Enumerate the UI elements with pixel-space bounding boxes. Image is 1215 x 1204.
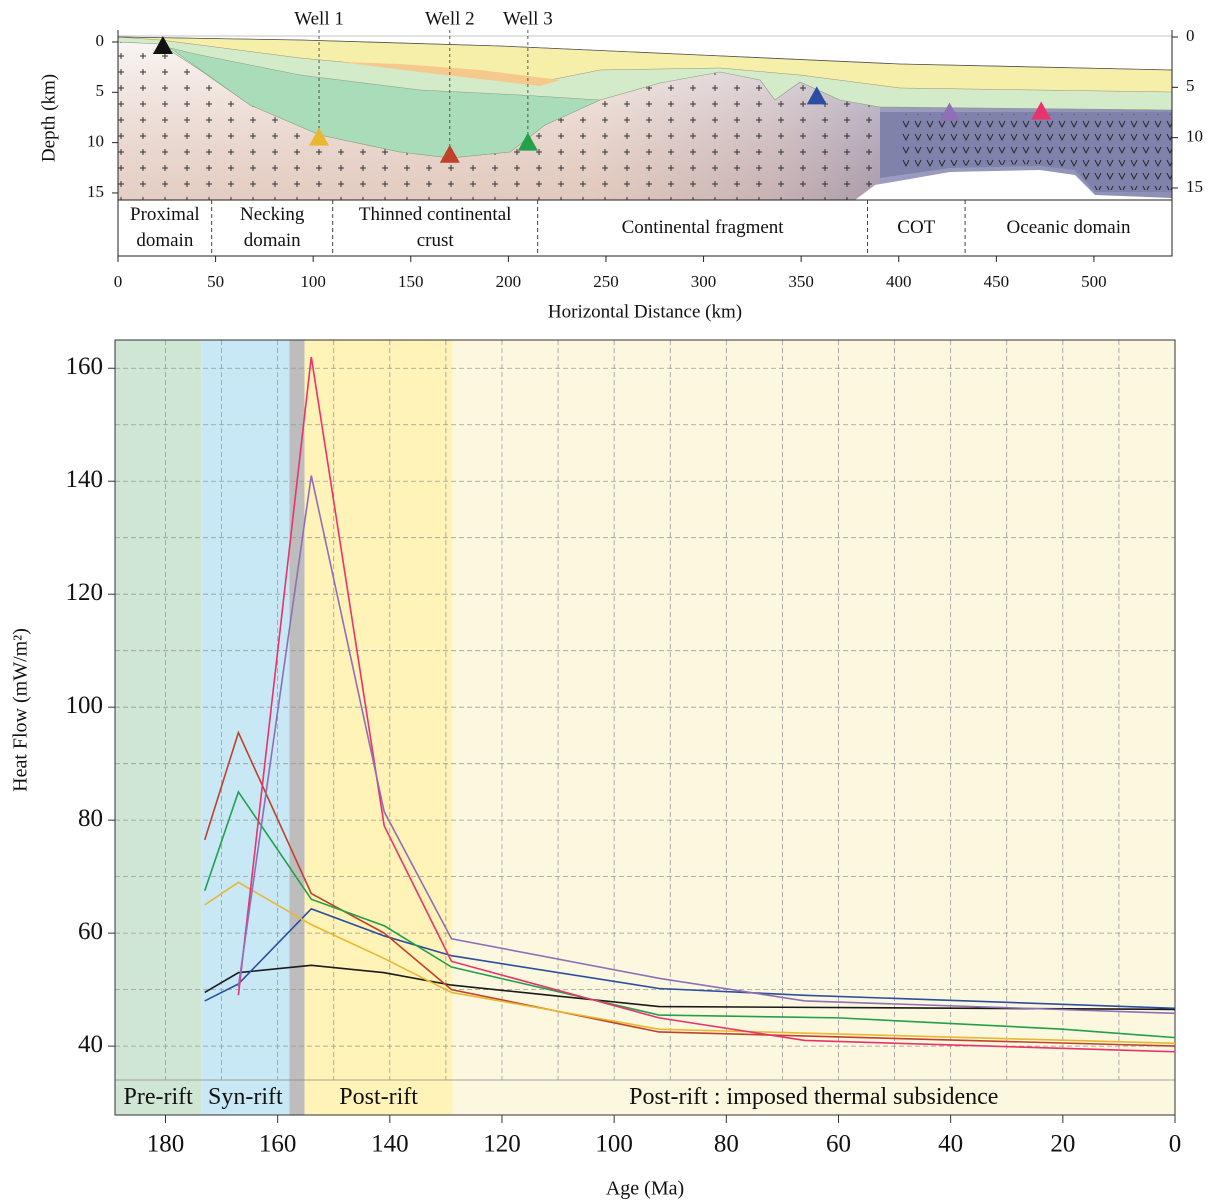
crust-texture: [118, 42, 880, 200]
x-tick-label: 20: [1050, 1131, 1075, 1158]
seafloor: [117, 36, 1173, 71]
phase-strip: [304, 1080, 453, 1115]
x-axis-title: Age (Ma): [606, 1178, 684, 1200]
y-tick-label: 0: [96, 31, 105, 50]
x-tick-label: 250: [593, 272, 619, 291]
x-tick-label: 0: [114, 272, 123, 291]
phase-label: Pre-rift: [124, 1084, 194, 1110]
x-tick-label: 350: [788, 272, 814, 291]
y-tick-label: 140: [66, 466, 104, 493]
series-line: [237, 475, 1176, 1015]
y-tick-label: 100: [66, 692, 104, 719]
well-marker: [309, 127, 330, 146]
phase-band: [115, 340, 202, 1080]
plot-area: Pre-rift Syn-rift Post-rift Post-rift : imp…: [115, 340, 1175, 1115]
domain-label: Necking domain: [240, 204, 305, 251]
x-tick-label: 300: [691, 272, 717, 291]
domain-box: [117, 199, 1173, 257]
series-line: [203, 730, 1176, 1047]
phase-band: [289, 340, 305, 1080]
y-axis-title: Depth (km): [38, 74, 59, 162]
x-tick-label: 450: [984, 272, 1010, 291]
phase-band: [201, 340, 290, 1080]
x-tick-label: 140: [371, 1131, 409, 1158]
x-tick-label: 40: [938, 1131, 963, 1158]
x-tick-label: 50: [207, 272, 224, 291]
phase-strip: [201, 1080, 290, 1115]
x-tick-label: 150: [398, 272, 424, 291]
y-tick-label: 5: [96, 81, 105, 100]
x-tick-label: 160: [259, 1131, 297, 1158]
x-axis-title: Horizontal Distance (km): [548, 301, 742, 322]
phase-label: Post-rift : imposed thermal subsidence: [629, 1084, 998, 1110]
x-tick-label: 80: [714, 1131, 739, 1158]
domain-label: Proximal domain: [130, 204, 200, 251]
series-line: [203, 790, 1176, 1039]
well-label: Well 1: [294, 8, 344, 29]
y-tick-label: 160: [66, 353, 104, 380]
y-tick-label: 80: [78, 805, 103, 832]
phase-label: Post-rift: [339, 1084, 418, 1110]
x-tick-label: 500: [1081, 272, 1107, 291]
well-label: Well 3: [503, 8, 553, 29]
plot-frame: [114, 339, 1176, 1116]
y-tick-label: 40: [78, 1031, 103, 1058]
y-tick-label: 60: [78, 918, 103, 945]
x-tick-label: 100: [595, 1131, 633, 1158]
series-line: [204, 964, 1176, 1011]
x-tick-label: 400: [886, 272, 912, 291]
mantle: [855, 170, 1172, 200]
x-tick-label: 120: [483, 1131, 521, 1158]
x-tick-label: 0: [1169, 1131, 1182, 1158]
oceanic-texture: [900, 114, 1172, 190]
series-line: [237, 356, 1176, 1053]
phase-band: [304, 340, 453, 1080]
domain-label: Oceanic domain: [1006, 217, 1131, 238]
well-label: Well 2: [425, 8, 475, 29]
well-marker: [517, 132, 538, 151]
domain-label: COT: [897, 217, 936, 238]
y2-tick-label: 5: [1186, 76, 1195, 95]
domain-label: Continental fragment: [621, 217, 784, 238]
phase-band: [452, 340, 1175, 1080]
y2-tick-label: 0: [1186, 26, 1195, 45]
y-axis-title: Heat Flow (mW/m²): [10, 628, 32, 792]
y2-tick-label: 15: [1186, 177, 1203, 196]
series-line: [204, 881, 1176, 1045]
well-marker: [939, 102, 960, 121]
y-tick-label: 10: [87, 132, 104, 151]
y-tick-label: 15: [87, 182, 104, 201]
phase-strip: [115, 1080, 202, 1115]
well-marker: [439, 144, 460, 163]
x-tick-label: 180: [147, 1131, 185, 1158]
well-marker: [806, 86, 827, 105]
well-marker: [152, 36, 173, 55]
phase-strip: [452, 1080, 1175, 1115]
phase-label: Syn-rift: [208, 1084, 283, 1110]
x-tick-label: 60: [826, 1131, 851, 1158]
well-marker: [1031, 101, 1052, 120]
y-tick-label: 120: [66, 579, 104, 606]
cross-section: [117, 30, 1173, 257]
x-tick-label: 100: [300, 272, 326, 291]
phase-strip: [289, 1080, 305, 1115]
y2-tick-label: 10: [1186, 127, 1203, 146]
domain-label: Thinned continental crust: [358, 204, 512, 251]
x-tick-label: 200: [496, 272, 522, 291]
